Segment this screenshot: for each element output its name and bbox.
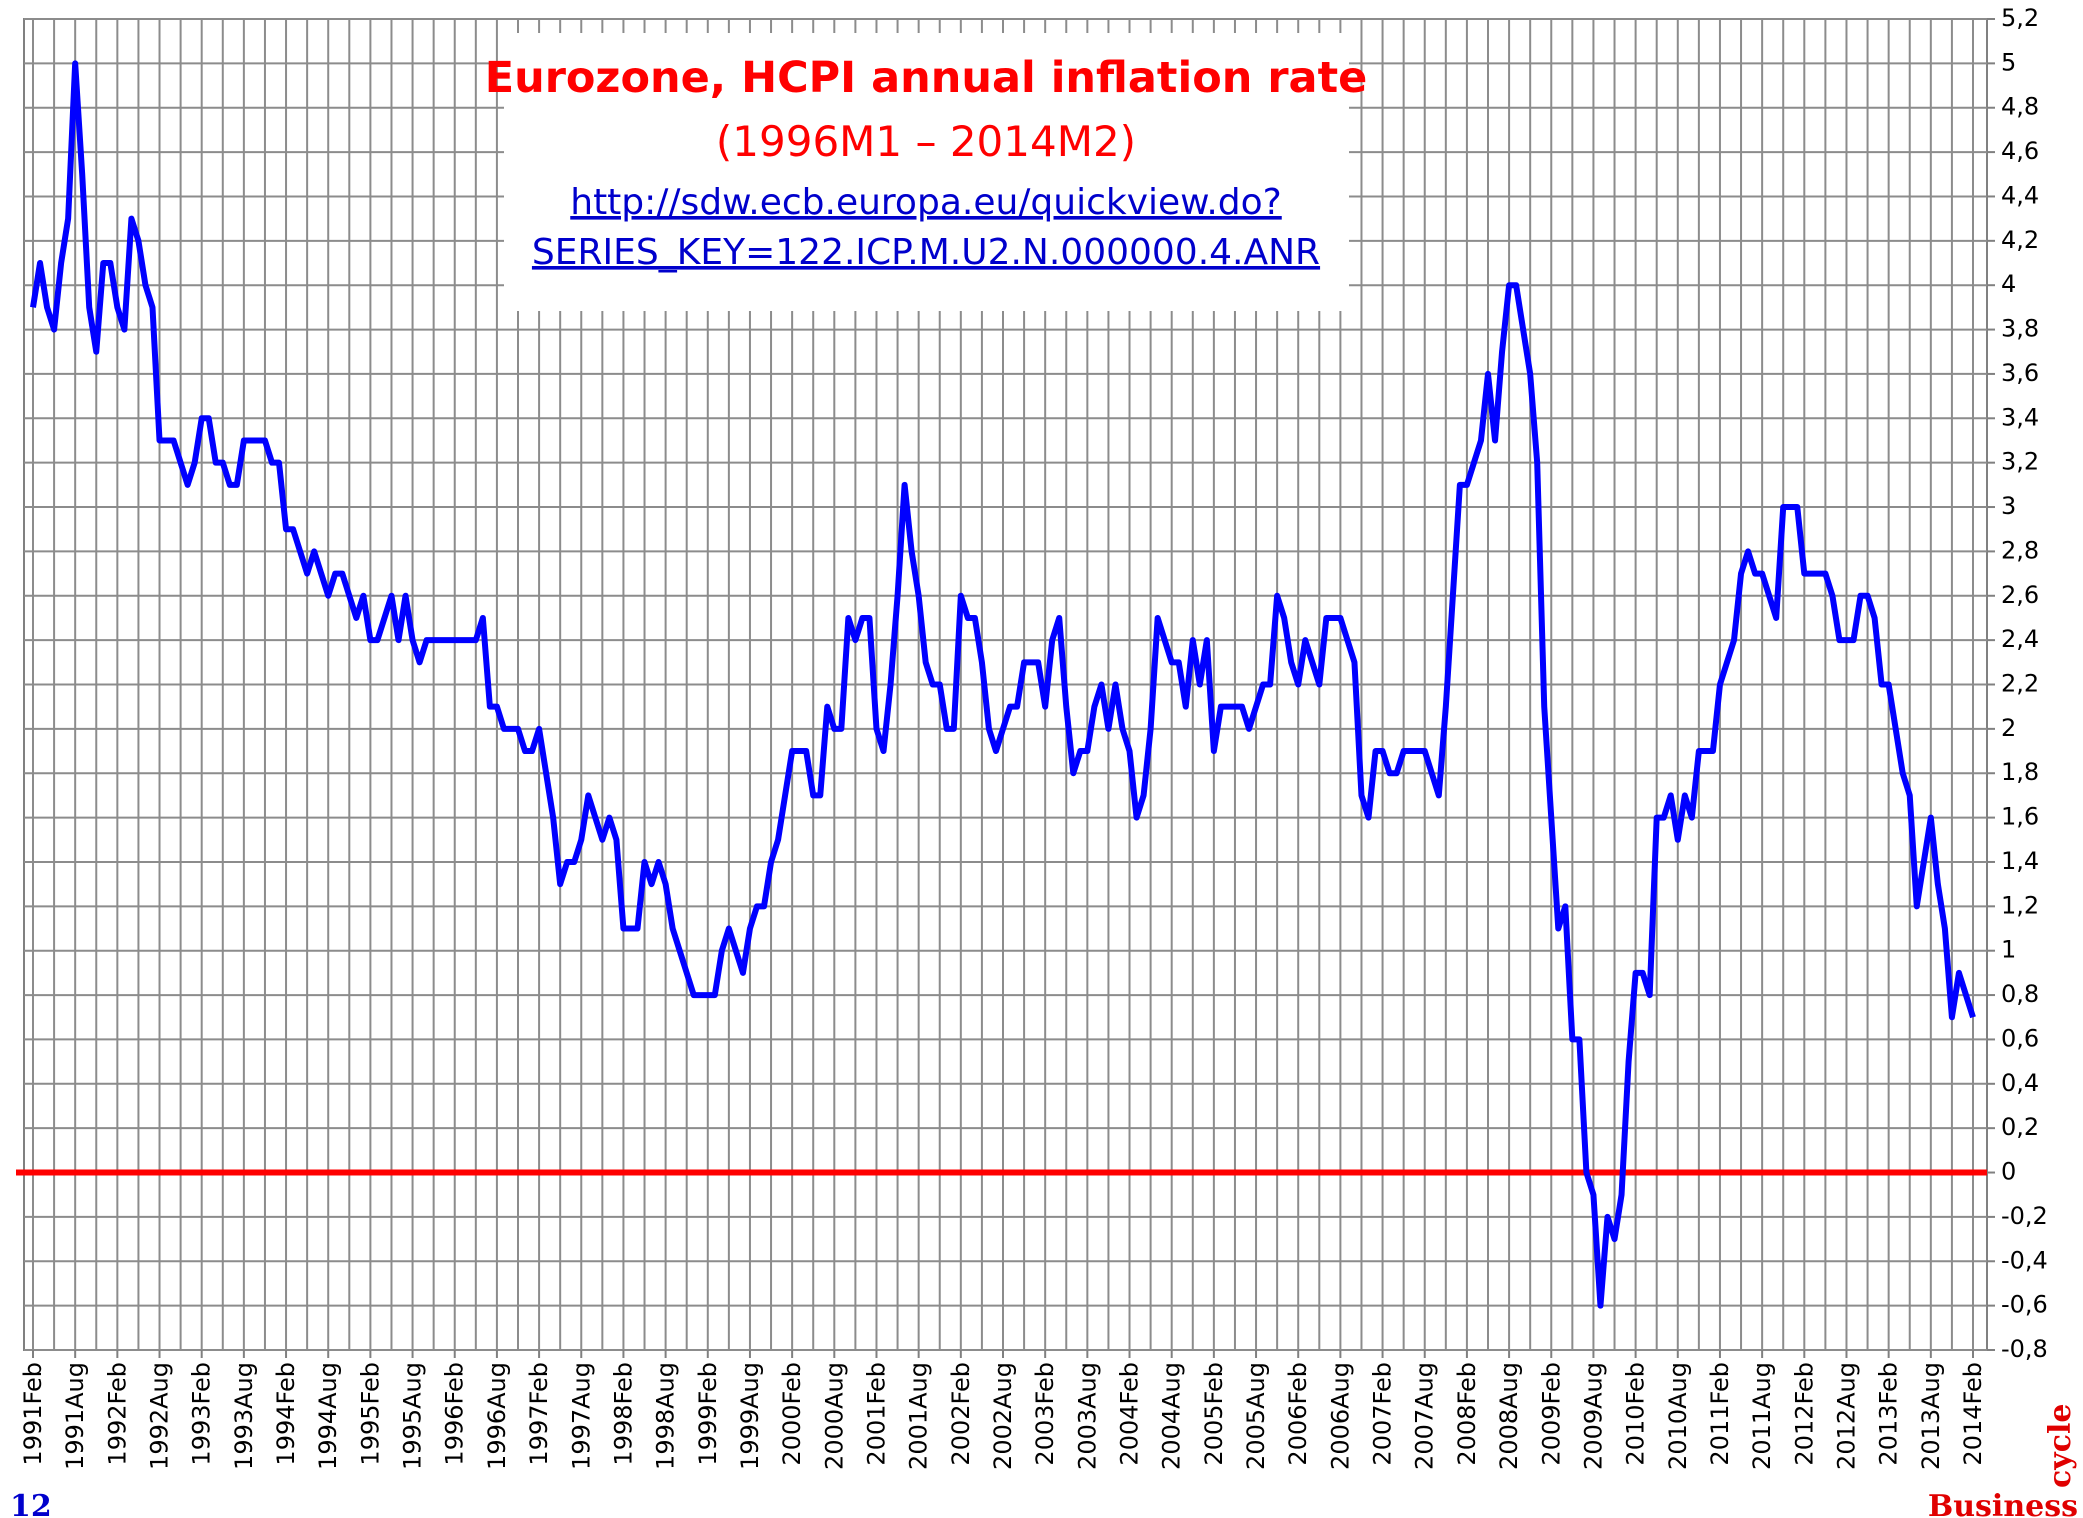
y-tick-label: -0,8 — [2001, 1335, 2048, 1363]
brand: cycle — [2043, 1404, 2078, 1488]
y-tick-label: 1,6 — [2001, 803, 2039, 831]
x-tick-label: 2008Aug — [1495, 1362, 1523, 1470]
y-tick-label: 3,8 — [2001, 315, 2039, 343]
y-tick-label: 2,4 — [2001, 625, 2039, 653]
y-tick-label: 2,2 — [2001, 670, 2039, 698]
x-tick-label: 1994Feb — [272, 1362, 300, 1466]
data-line — [30, 60, 1976, 1309]
y-tick-label: 5 — [2001, 48, 2016, 76]
x-tick-label: 1996Feb — [441, 1362, 469, 1466]
source-link[interactable]: SERIES_KEY=122.ICP.M.U2.N.000000.4.ANR — [532, 232, 1320, 273]
x-tick-label: 1991Aug — [61, 1362, 89, 1470]
x-tick-label: 2009Feb — [1537, 1362, 1565, 1466]
x-tick-label: 2004Feb — [1116, 1362, 1144, 1466]
x-tick-label: 2008Feb — [1453, 1362, 1481, 1466]
y-tick-label: 4,4 — [2001, 181, 2039, 209]
x-tick-label: 2010Feb — [1622, 1362, 1650, 1466]
y-tick-label: 0,6 — [2001, 1024, 2039, 1052]
x-tick-label: 2002Feb — [947, 1362, 975, 1466]
title-box — [504, 33, 1349, 311]
y-tick-label: -0,2 — [2001, 1202, 2048, 1230]
y-tick-label: 1,2 — [2001, 891, 2039, 919]
x-tick-label: 2007Feb — [1369, 1362, 1397, 1466]
x-tick-label: 2005Aug — [1242, 1362, 1270, 1470]
y-tick-label: 3,4 — [2001, 403, 2039, 431]
y-tick-label: 0,2 — [2001, 1113, 2039, 1141]
y-tick-label: 1,8 — [2001, 758, 2039, 786]
chart-title: Eurozone, HCPI annual inflation rate — [485, 53, 1368, 103]
y-tick-label: 1 — [2001, 936, 2016, 964]
x-tick-label: 1995Feb — [356, 1362, 384, 1466]
x-tick-label: 2006Aug — [1326, 1362, 1354, 1470]
y-tick-label: 4 — [2001, 270, 2016, 298]
slide-number: 12 — [10, 1489, 52, 1518]
y-tick-label: 2 — [2001, 714, 2016, 742]
x-tick-label: 1997Aug — [567, 1362, 595, 1470]
x-tick-label: 1998Feb — [609, 1362, 637, 1466]
x-tick-label: 2009Aug — [1579, 1362, 1607, 1470]
x-tick-label: 1993Aug — [230, 1362, 258, 1470]
y-tick-label: 4,6 — [2001, 137, 2039, 165]
x-tick-label: 2011Feb — [1706, 1362, 1734, 1466]
x-tick-label: 1998Aug — [652, 1362, 680, 1470]
y-tick-label: 5,2 — [2001, 4, 2039, 32]
x-tick-label: 2001Aug — [905, 1362, 933, 1470]
y-tick-label: 2,6 — [2001, 581, 2039, 609]
y-tick-label: 0,4 — [2001, 1069, 2039, 1097]
x-tick-label: 1997Feb — [525, 1362, 553, 1466]
x-tick-label: 1992Aug — [146, 1362, 174, 1470]
x-tick-label: 2010Aug — [1664, 1362, 1692, 1470]
x-tick-label: 1993Feb — [188, 1362, 216, 1466]
chart-subtitle: (1996M1 – 2014M2) — [716, 117, 1136, 166]
x-tick-label: 2012Aug — [1832, 1362, 1860, 1470]
y-tick-label: 3,2 — [2001, 448, 2039, 476]
x-tick-label: 2002Aug — [989, 1362, 1017, 1470]
x-tick-label: 2014Feb — [1959, 1362, 1987, 1466]
y-tick-label: 0,8 — [2001, 980, 2039, 1008]
x-tick-label: 2003Aug — [1073, 1362, 1101, 1470]
x-tick-label: 1992Feb — [103, 1362, 131, 1466]
y-tick-label: 0 — [2001, 1158, 2016, 1186]
x-tick-label: 2011Aug — [1748, 1362, 1776, 1470]
y-tick-label: 4,2 — [2001, 226, 2039, 254]
y-tick-label: 3,6 — [2001, 359, 2039, 387]
y-tick-label: 3 — [2001, 492, 2016, 520]
x-tick-label: 1995Aug — [399, 1362, 427, 1470]
x-tick-label: 2003Feb — [1031, 1362, 1059, 1466]
brand: Business — [1928, 1489, 2078, 1518]
x-tick-label: 2001Feb — [862, 1362, 890, 1466]
x-tick-label: 1999Feb — [694, 1362, 722, 1466]
marks — [16, 60, 1987, 1309]
y-tick-label: 2,8 — [2001, 536, 2039, 564]
y-tick-label: -0,6 — [2001, 1291, 2048, 1319]
x-tick-label: 2005Feb — [1200, 1362, 1228, 1466]
x-tick-label: 2012Feb — [1790, 1362, 1818, 1466]
x-tick-label: 1994Aug — [314, 1362, 342, 1470]
y-tick-label: 1,4 — [2001, 847, 2039, 875]
x-tick-label: 1999Aug — [736, 1362, 764, 1470]
y-tick-label: 4,8 — [2001, 93, 2039, 121]
source-link[interactable]: http://sdw.ecb.europa.eu/quickview.do? — [570, 182, 1282, 223]
x-tick-label: 2000Feb — [778, 1362, 806, 1466]
x-tick-label: 1996Aug — [483, 1362, 511, 1470]
x-tick-label: 2006Feb — [1284, 1362, 1312, 1466]
x-tick-label: 2000Aug — [820, 1362, 848, 1470]
x-tick-label: 2013Feb — [1875, 1362, 1903, 1466]
x-tick-label: 2013Aug — [1917, 1362, 1945, 1470]
y-tick-label: -0,4 — [2001, 1246, 2048, 1274]
x-tick-label: 2007Aug — [1411, 1362, 1439, 1470]
x-tick-label: 2004Aug — [1158, 1362, 1186, 1470]
x-tick-label: 1991Feb — [19, 1362, 47, 1466]
